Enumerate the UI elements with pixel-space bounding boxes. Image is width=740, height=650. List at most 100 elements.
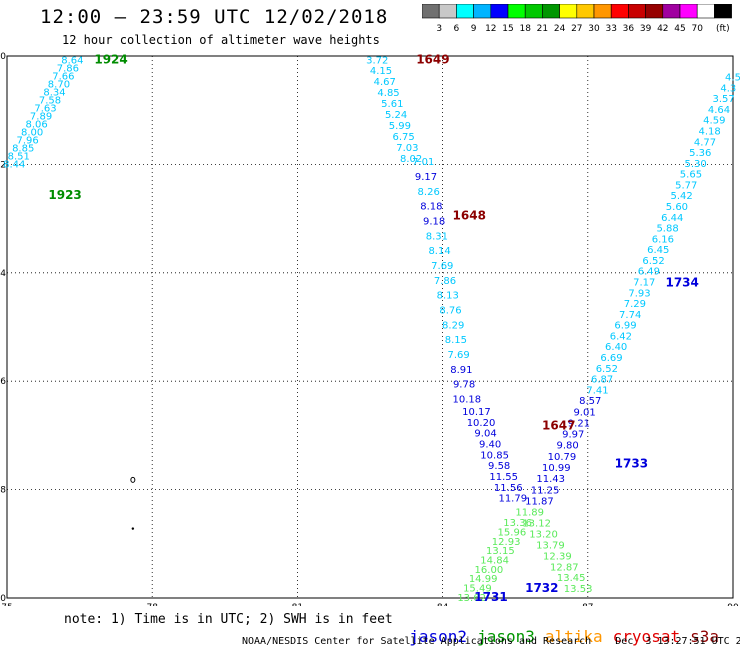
map-title: 12:00 – 23:59 UTC 12/02/2018 [40, 6, 389, 28]
wave-height-value: 11.79 [498, 494, 527, 505]
wave-height-value: 12.87 [550, 562, 579, 573]
scale-label: 30 [588, 24, 600, 34]
wave-height-value: 6.69 [600, 353, 622, 364]
pass-time-label: 1731 [474, 590, 507, 604]
wave-height-value: 13.53 [564, 584, 593, 595]
track-1647: 10.1710.209.049.4010.859.5811.5511.5611.… [462, 407, 527, 505]
lat-tick-label: 38 [0, 486, 6, 496]
wave-height-value: 14.99 [469, 574, 498, 585]
wave-height-value: 9.04 [474, 429, 496, 440]
wave-height-color-scale: 3 6 9 12 15 18 21 24 27 30 33 36 39 42 45 70 (ft) [422, 4, 732, 34]
wave-height-value: 4.5 [725, 73, 740, 84]
wave-height-value: 13.36 [503, 518, 532, 529]
wave-height-value: 9.18 [423, 216, 445, 227]
wave-height-value: 8.14 [428, 246, 450, 257]
wave-height-value: 10.17 [462, 407, 491, 418]
wave-height-value: 9.78 [453, 380, 475, 391]
wave-height-value: 10.99 [542, 463, 571, 474]
wave-height-value: 8.85 [12, 143, 34, 154]
wave-height-value: 5.61 [381, 99, 403, 110]
scale-label: 12 [485, 24, 496, 34]
wave-height-value: 14.84 [480, 556, 509, 567]
wave-height-value: 9.80 [557, 441, 579, 452]
island-marker [131, 527, 135, 530]
lon-tick-label: 75 [1, 603, 12, 606]
track-1649-cyan: 3.724.154.674.855.615.245.996.757.038.02 [366, 55, 422, 165]
wave-height-value: 8.29 [442, 320, 464, 331]
pass-time-label: 1733 [615, 457, 648, 471]
wave-height-value: 5.42 [670, 191, 692, 202]
wave-height-value: 4.64 [708, 105, 730, 116]
wave-height-value: 12.93 [492, 537, 521, 548]
wave-height-value: 5.77 [675, 180, 697, 191]
wave-height-value: 7.63 [34, 103, 56, 114]
wave-height-value: 8.91 [450, 365, 472, 376]
pass-time-label: 1649 [416, 52, 449, 66]
pass-time-label: 1732 [525, 581, 558, 595]
wave-height-value: 8.06 [25, 119, 47, 130]
wave-height-value: 8.18 [420, 202, 442, 213]
wave-height-value: 7.96 [17, 135, 39, 146]
wave-height-value: 7.66 [52, 71, 74, 82]
wave-height-value: 12.39 [543, 551, 572, 562]
scale-label: 70 [691, 24, 703, 34]
wave-height-map: 7578818487903032343638408.647.867.668.70… [0, 52, 740, 606]
wave-height-value: 6.87 [591, 375, 613, 386]
wave-height-value: 9.01 [573, 407, 595, 418]
wave-height-value: 13.20 [529, 529, 558, 540]
wave-height-value: 7.41 [586, 385, 608, 396]
footer-note: note: 1) Time is in UTC; 2) SWH is in fe… [64, 612, 393, 627]
wave-height-value: 7.69 [447, 350, 469, 361]
lon-tick-label: 81 [292, 603, 303, 606]
wave-height-value: 13.45 [557, 573, 586, 584]
wave-height-value: 7.58 [39, 95, 61, 106]
wave-height-value: 11.43 [536, 474, 565, 485]
wave-height-value: 8.00 [21, 127, 43, 138]
wave-height-value: 9.17 [415, 172, 437, 183]
scale-label: 3 [436, 24, 442, 34]
wave-height-value: 7.86 [57, 63, 79, 74]
lon-tick-label: 78 [146, 603, 158, 606]
pass-time-label: 1923 [48, 188, 81, 202]
wave-height-value: 13.79 [536, 540, 565, 551]
wave-height-value: 8.51 [8, 151, 30, 162]
wave-height-value: 13.12 [522, 518, 551, 529]
wave-height-value: 5.88 [656, 224, 678, 235]
legend-cryosat: cryosat [612, 627, 681, 646]
scale-label: 33 [605, 24, 616, 34]
scale-label: 27 [571, 24, 582, 34]
wave-height-value: 8.02 [400, 154, 422, 165]
track-1649-mid: 7.01 9.17 8.26 8.18 9.18 8.31 8.14 7.69 7.86 8.13… [412, 157, 481, 405]
lon-tick-label: 90 [727, 603, 739, 606]
wave-height-value: 5.30 [684, 159, 706, 170]
wave-height-value: 10.79 [548, 452, 577, 463]
wave-height-value: 6.52 [642, 256, 664, 267]
wave-height-value: 4.3 [720, 83, 736, 94]
scale-swatch [714, 4, 732, 19]
map-subtitle: 12 hour collection of altimeter wave hei… [62, 33, 380, 47]
wave-height-value: 16.00 [475, 565, 504, 576]
lon-tick-label: 84 [437, 603, 449, 606]
wave-height-value: 13.15 [486, 546, 515, 557]
wave-height-value: 6.16 [652, 234, 674, 245]
wave-height-value: 6.44 [661, 213, 683, 224]
wave-height-value: 9.21 [568, 418, 590, 429]
wave-height-value: 7.89 [30, 111, 52, 122]
wave-height-value: 5.99 [389, 121, 411, 132]
wave-height-value: 6.52 [596, 364, 618, 375]
wave-height-value: 5.36 [689, 148, 711, 159]
wave-height-value: 8.26 [418, 187, 440, 198]
wave-height-value: 7.29 [624, 299, 646, 310]
wave-height-value: 9.58 [488, 461, 510, 472]
wave-height-value: 6.75 [392, 132, 414, 143]
track-1924: 8.647.867.668.708.347.587.637.898.068.00… [3, 55, 83, 170]
wave-height-value: 11.87 [525, 496, 554, 507]
wave-height-value: 11.25 [531, 485, 560, 496]
wave-height-value: 8.70 [48, 79, 70, 90]
wave-height-value: 9.97 [562, 430, 584, 441]
credit-line: NOAA/NESDIS Center for Satellite Applica… [242, 636, 740, 647]
scale-label: 39 [640, 24, 652, 34]
map-frame [6, 55, 734, 599]
wave-height-value: 8.34 [43, 87, 65, 98]
legend-s3a: s3a [690, 627, 719, 646]
